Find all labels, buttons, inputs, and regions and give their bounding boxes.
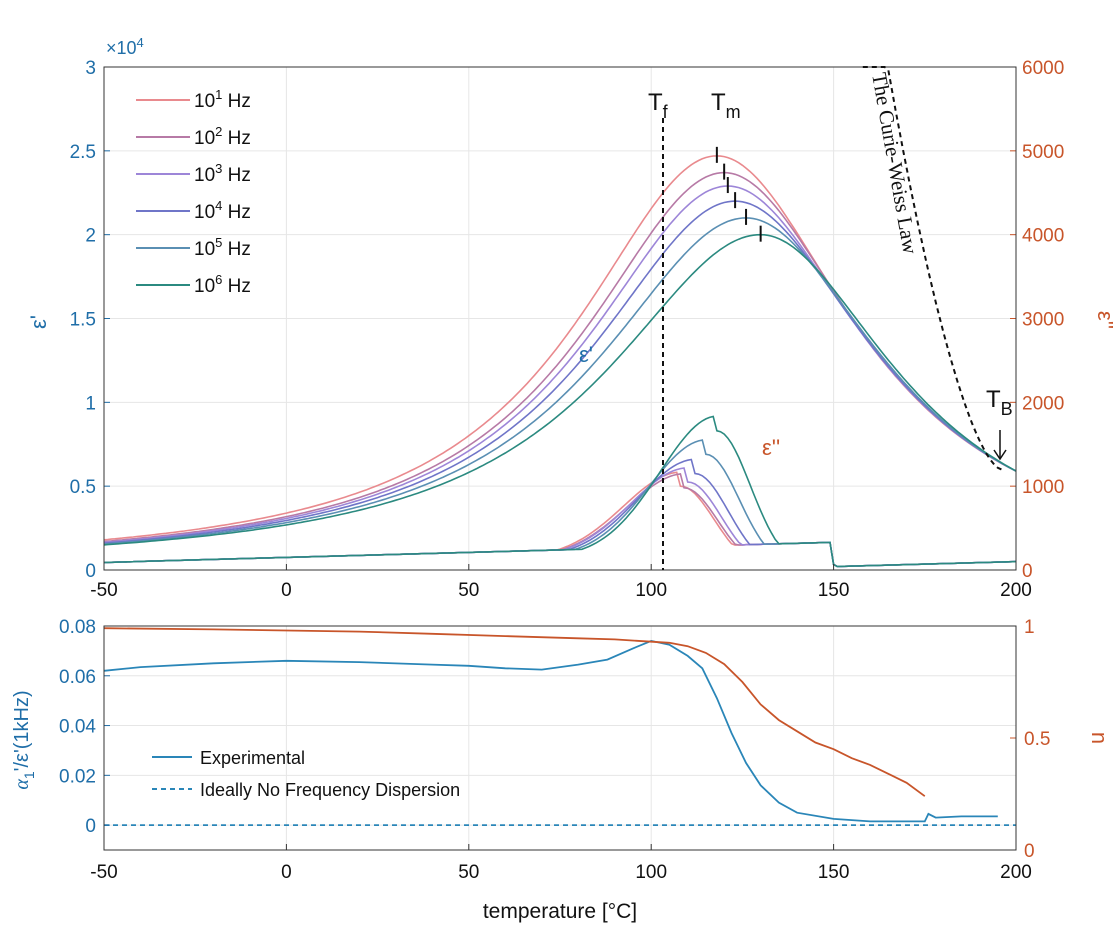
bottom-x-tick-label: 0 <box>281 862 292 883</box>
top-x-tick-label: 50 <box>458 580 479 601</box>
bottom-x-tick-label: 100 <box>635 862 667 883</box>
legend-label-2: 102 Hz <box>194 124 251 149</box>
top-y-right-tick-label: 6000 <box>1022 58 1064 79</box>
y-left-multiplier: ×104 <box>106 35 144 58</box>
tb-arrow <box>993 430 1007 461</box>
bottom-axes-box <box>103 625 1017 851</box>
top-ticks: -50 0 50 100 150 20000.511.522.53010002000300… <box>70 58 1065 601</box>
bottom-y-left-tick-label: 0.02 <box>59 766 96 787</box>
bottom-y-left-tick-label: 0.08 <box>59 617 96 638</box>
top-y-right-tick-label: 5000 <box>1022 142 1064 163</box>
top-y-left-tick-label: 0.5 <box>70 477 96 498</box>
eps-imag-curve <box>103 472 1017 568</box>
legend-bottom: Experimental Ideally No Frequency Disper… <box>152 748 460 800</box>
legend-label-6: 106 Hz <box>194 272 251 297</box>
top-x-tick-label: 100 <box>635 580 667 601</box>
legend-experimental-label: Experimental <box>200 748 305 768</box>
top-y-right-tick-label: 2000 <box>1022 393 1064 414</box>
top-x-tick-label: 150 <box>818 580 850 601</box>
top-y-right-tick-label: 4000 <box>1022 226 1064 247</box>
top-x-tick-label: -50 <box>90 580 117 601</box>
bottom-grid <box>103 625 1017 850</box>
tb-label: TB <box>986 386 1013 419</box>
bottom-y-left-tick-label: 0 <box>85 816 96 837</box>
eps-real-curve <box>103 217 1017 545</box>
top-y-left-tick-label: 2.5 <box>70 142 96 163</box>
top-series <box>103 146 1017 568</box>
top-x-tick-label: 0 <box>281 580 292 601</box>
y-left-label-bottom: α1'/ε'(1kHz) <box>11 690 37 789</box>
bottom-y-right-tick-label: 0 <box>1024 841 1035 862</box>
tf-label: Tf <box>648 89 669 122</box>
tm-label: Tm <box>711 89 741 122</box>
eps-real-curve <box>103 200 1017 544</box>
legend-label-5: 105 Hz <box>194 235 251 260</box>
eps-imag-curve <box>103 467 1017 568</box>
top-axes-box <box>103 66 1017 571</box>
experimental-curve <box>103 639 998 823</box>
legend-label-1: 101 Hz <box>194 87 251 112</box>
y-left-label-top: ε' <box>26 315 51 329</box>
y-right-label-top: ε'' <box>1093 311 1113 329</box>
top-x-tick-label: 200 <box>1000 580 1032 601</box>
n-curve <box>103 627 926 797</box>
bottom-x-tick-label: 200 <box>1000 862 1032 883</box>
y-right-label-bottom: n <box>1087 732 1112 744</box>
eps-real-curve <box>103 233 1017 546</box>
legend-ideal-label: Ideally No Frequency Dispersion <box>200 780 460 800</box>
top-y-left-tick-label: 3 <box>85 58 96 79</box>
legend-label-3: 103 Hz <box>194 161 251 186</box>
curie-weiss-label: The Curie-Weiss Law <box>867 71 923 257</box>
legend-label-4: 104 Hz <box>194 198 251 223</box>
bottom-x-tick-label: 50 <box>458 862 479 883</box>
bottom-x-tick-label: 150 <box>818 862 850 883</box>
legend-top: 101 Hz 102 Hz 103 Hz 104 Hz 105 Hz 106 Hz <box>136 87 251 297</box>
top-y-right-tick-label: 3000 <box>1022 310 1064 331</box>
bottom-y-left-tick-label: 0.06 <box>59 667 96 688</box>
curie-weiss-curve <box>862 66 1002 471</box>
bottom-series <box>103 627 1016 826</box>
bottom-y-right-tick-label: 0.5 <box>1024 729 1050 750</box>
x-label: temperature [°C] <box>483 900 637 923</box>
top-y-left-tick-label: 1.5 <box>70 310 96 331</box>
top-y-right-tick-label: 1000 <box>1022 477 1064 498</box>
top-y-left-tick-label: 1 <box>85 393 96 414</box>
bottom-y-right-tick-label: 1 <box>1024 617 1035 638</box>
top-y-left-tick-label: 0 <box>85 561 96 582</box>
eps-imag-annotation: ε'' <box>762 435 780 460</box>
eps-real-annotation: ε' <box>579 342 593 367</box>
eps-imag-curve <box>103 439 1017 568</box>
top-y-left-tick-label: 2 <box>85 226 96 247</box>
bottom-x-tick-label: -50 <box>90 862 117 883</box>
top-y-right-tick-label: 0 <box>1022 561 1033 582</box>
eps-imag-curve <box>103 415 1017 568</box>
bottom-y-left-tick-label: 0.04 <box>59 717 96 738</box>
